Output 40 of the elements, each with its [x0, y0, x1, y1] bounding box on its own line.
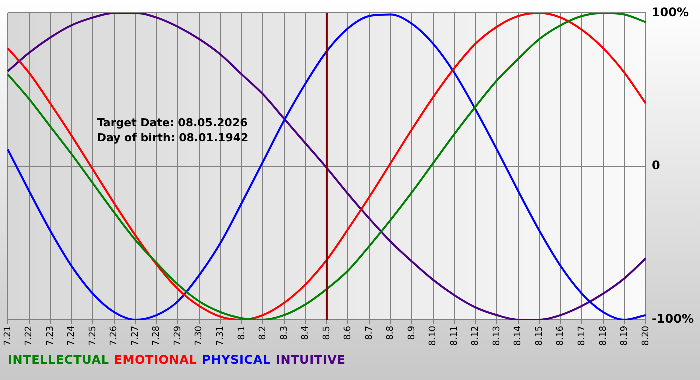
x-tick-label: 8.3 [280, 326, 290, 340]
y-tick-label: 0 [652, 158, 660, 173]
y-tick-label: 100% [652, 5, 690, 20]
y-tick-label: -100% [652, 312, 694, 326]
x-tick-label: 8.4 [301, 326, 312, 340]
x-tick-label: 7.30 [194, 326, 205, 346]
text: PHYSICAL [202, 353, 271, 367]
x-tick-label: 8.13 [492, 326, 502, 346]
x-tick-label: 8.6 [344, 326, 354, 340]
x-tick-label: 8.9 [407, 326, 418, 340]
x-tick-label: 7.29 [173, 326, 184, 346]
x-tick-label: 7.23 [46, 326, 56, 346]
x-tick-label: 8.7 [364, 326, 375, 340]
text: INTELLECTUAL [8, 353, 110, 367]
x-tick-label: 8.11 [450, 326, 460, 346]
x-tick-label: 8.12 [471, 326, 482, 346]
x-tick-label: 8.18 [598, 326, 609, 346]
x-tick-label: 7.28 [152, 326, 162, 346]
x-tick-label: 8.2 [258, 326, 269, 340]
x-tick-label: 7.24 [67, 326, 78, 346]
x-tick-label: 8.8 [386, 326, 396, 340]
x-tick-label: 7.26 [110, 326, 120, 346]
x-tick-label: 8.19 [620, 326, 630, 346]
x-tick-label: 8.5 [322, 326, 332, 340]
x-tick-label: 8.10 [428, 326, 439, 346]
annotation: Day of birth: 08.01.1942 [97, 132, 249, 145]
x-tick-label: 8.1 [237, 326, 248, 340]
x-tick-label: 7.27 [130, 326, 141, 346]
x-tick-label: 8.14 [514, 326, 524, 346]
x-tick-label: 8.20 [641, 326, 652, 346]
x-tick-label: 8.17 [577, 326, 588, 346]
x-tick-label: 7.22 [24, 326, 35, 346]
x-tick-label: 8.16 [556, 326, 566, 346]
text: EMOTIONAL [114, 353, 198, 367]
annotation: Target Date: 08.05.2026 [97, 116, 248, 130]
x-tick-label: 7.31 [216, 326, 226, 346]
x-tick-label: 7.25 [88, 326, 98, 346]
text: INTUITIVE [276, 353, 346, 367]
x-tick-label: 7.21 [3, 326, 14, 346]
x-tick-label: 8.15 [534, 326, 545, 346]
